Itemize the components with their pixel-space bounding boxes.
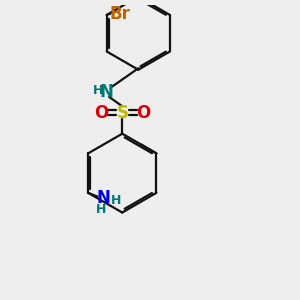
- Text: H: H: [93, 84, 103, 97]
- Text: N: N: [99, 82, 113, 100]
- Text: Br: Br: [110, 4, 130, 22]
- Text: O: O: [136, 104, 150, 122]
- Text: H: H: [96, 203, 106, 216]
- Text: O: O: [94, 104, 108, 122]
- Text: S: S: [116, 104, 128, 122]
- Text: H: H: [110, 194, 121, 208]
- Text: N: N: [96, 189, 110, 207]
